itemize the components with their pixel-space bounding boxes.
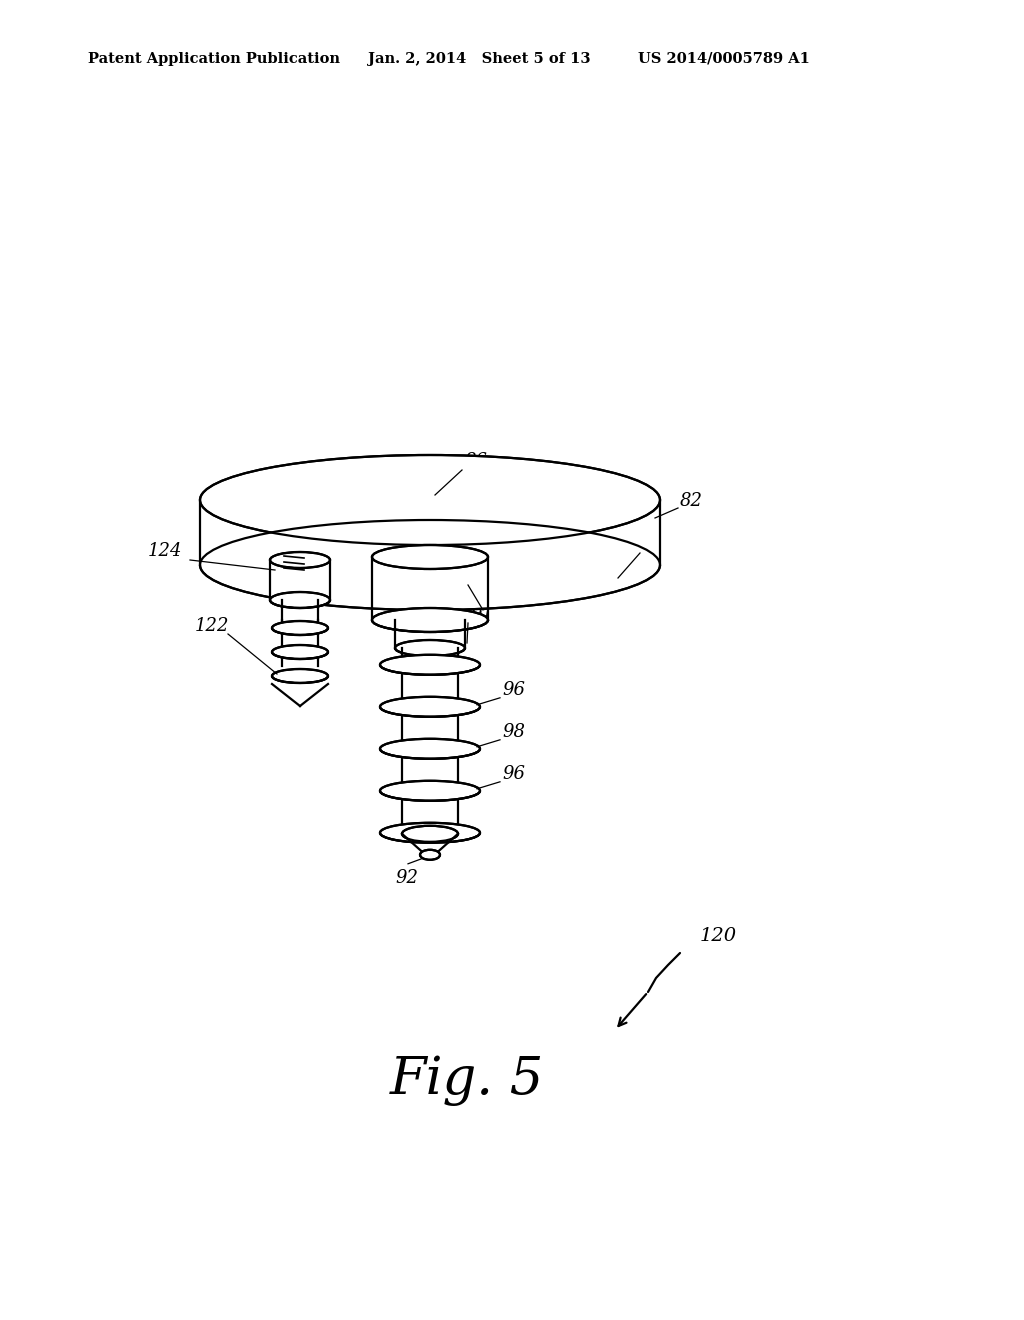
Text: 122: 122: [195, 616, 229, 635]
Text: 84: 84: [620, 562, 643, 579]
Ellipse shape: [200, 520, 660, 610]
Ellipse shape: [380, 697, 480, 717]
Text: Patent Application Publication: Patent Application Publication: [88, 51, 340, 66]
Ellipse shape: [380, 655, 480, 675]
Ellipse shape: [420, 850, 440, 859]
Polygon shape: [402, 834, 458, 859]
Ellipse shape: [200, 455, 660, 545]
Text: 82: 82: [680, 492, 703, 510]
Ellipse shape: [372, 609, 488, 632]
Ellipse shape: [270, 552, 330, 568]
Text: 98: 98: [502, 723, 525, 741]
Polygon shape: [272, 684, 328, 706]
Text: 96: 96: [502, 764, 525, 783]
Polygon shape: [402, 648, 458, 834]
Text: 124: 124: [148, 543, 182, 560]
Ellipse shape: [380, 739, 480, 759]
Ellipse shape: [372, 545, 488, 569]
Ellipse shape: [380, 781, 480, 801]
Text: 86: 86: [465, 451, 488, 470]
Text: 96: 96: [502, 681, 525, 698]
Ellipse shape: [395, 640, 465, 656]
Text: 90: 90: [470, 569, 493, 587]
Text: Jan. 2, 2014   Sheet 5 of 13: Jan. 2, 2014 Sheet 5 of 13: [368, 51, 591, 66]
Text: US 2014/0005789 A1: US 2014/0005789 A1: [638, 51, 810, 66]
Polygon shape: [200, 500, 660, 565]
Text: 91: 91: [470, 607, 493, 624]
Text: 120: 120: [700, 927, 737, 945]
Ellipse shape: [270, 591, 330, 609]
Ellipse shape: [272, 620, 328, 635]
Ellipse shape: [272, 645, 328, 659]
Ellipse shape: [272, 669, 328, 682]
Text: 92: 92: [395, 869, 418, 887]
Ellipse shape: [402, 826, 458, 842]
Ellipse shape: [380, 822, 480, 842]
Text: Fig. 5: Fig. 5: [390, 1055, 544, 1106]
